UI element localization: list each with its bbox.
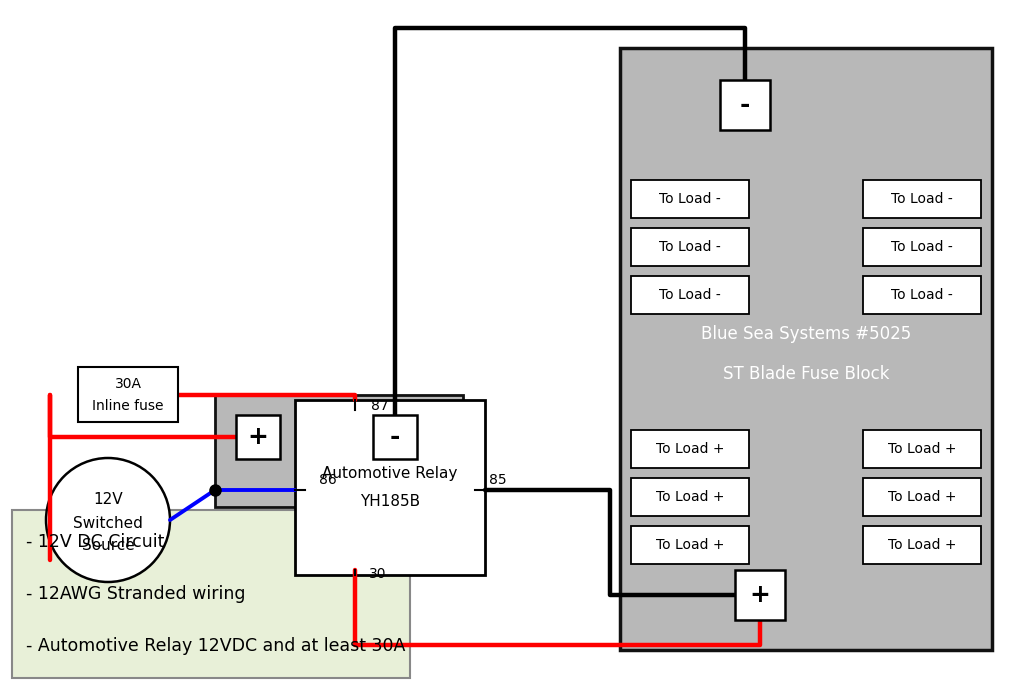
Bar — [78, 367, 178, 422]
Text: ST Blade Fuse Block: ST Blade Fuse Block — [723, 365, 889, 383]
Text: Inline fuse: Inline fuse — [92, 399, 163, 413]
Text: To Load +: To Load + — [656, 442, 724, 456]
Bar — [863, 478, 981, 516]
Text: 30A: 30A — [115, 378, 142, 392]
Text: To Load -: To Load - — [891, 240, 953, 254]
Text: 30: 30 — [369, 567, 386, 581]
Circle shape — [46, 458, 170, 582]
Bar — [631, 180, 749, 218]
Bar — [236, 415, 280, 459]
Bar — [863, 526, 981, 564]
Text: - 12AWG Stranded wiring: - 12AWG Stranded wiring — [26, 585, 245, 603]
Text: - 12V DC Circuit: - 12V DC Circuit — [26, 533, 164, 551]
Text: To Load +: To Load + — [656, 490, 724, 504]
Text: Battery: Battery — [312, 461, 406, 481]
Bar — [735, 570, 785, 620]
Bar — [373, 415, 417, 459]
Text: To Load -: To Load - — [659, 240, 721, 254]
Text: -: - — [740, 93, 750, 117]
Bar — [631, 228, 749, 266]
Text: Source: Source — [81, 538, 135, 554]
Text: 86: 86 — [319, 473, 337, 487]
Text: Automotive Relay: Automotive Relay — [322, 466, 457, 481]
Bar — [720, 80, 770, 130]
Bar — [12, 510, 410, 678]
Text: - Automotive Relay 12VDC and at least 30A: - Automotive Relay 12VDC and at least 30… — [26, 637, 406, 655]
Bar — [863, 276, 981, 314]
Text: +: + — [247, 425, 269, 449]
Text: Blue Sea Systems #5025: Blue Sea Systems #5025 — [701, 325, 912, 343]
Bar — [631, 276, 749, 314]
Bar — [215, 395, 463, 507]
Bar — [295, 400, 485, 575]
Bar — [631, 430, 749, 468]
Text: To Load +: To Load + — [887, 442, 956, 456]
Bar — [863, 228, 981, 266]
Text: 12V: 12V — [93, 493, 123, 507]
Text: To Load +: To Load + — [656, 538, 724, 552]
Text: YH185B: YH185B — [360, 494, 420, 509]
Text: To Load -: To Load - — [659, 192, 721, 206]
Text: To Load -: To Load - — [659, 288, 721, 302]
Text: To Load +: To Load + — [887, 490, 956, 504]
Bar — [631, 478, 749, 516]
Text: +: + — [749, 583, 771, 607]
Text: To Load -: To Load - — [891, 288, 953, 302]
Text: To Load +: To Load + — [887, 538, 956, 552]
Text: 87: 87 — [371, 399, 388, 413]
Text: To Load -: To Load - — [891, 192, 953, 206]
Bar — [620, 48, 992, 650]
Bar — [863, 180, 981, 218]
Text: Switched: Switched — [73, 517, 143, 531]
Text: -: - — [389, 425, 401, 449]
Text: 85: 85 — [489, 473, 507, 487]
Bar — [631, 526, 749, 564]
Bar — [863, 430, 981, 468]
